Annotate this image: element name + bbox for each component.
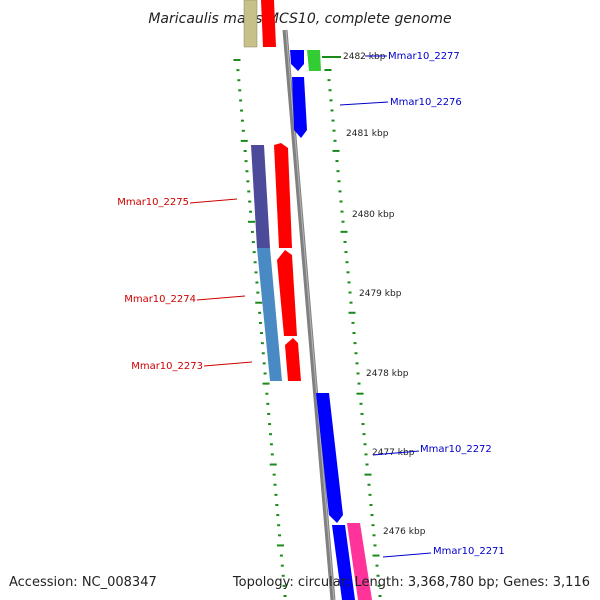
gene-label-mmar10-2277: Mmar10_2277 [388, 51, 460, 62]
tick-label: 2482 kbp [343, 52, 386, 62]
cog-track [243, 0, 372, 600]
cds-top-red [261, 0, 276, 47]
gene-label-mmar10-2273: Mmar10_2273 [131, 361, 203, 372]
cds-mmar10-2277 [290, 50, 304, 71]
gene-label-mmar10-2271: Mmar10_2271 [433, 546, 505, 557]
gene-label-mmar10-2275: Mmar10_2275 [117, 197, 189, 208]
cog-block-mmar10-2274-2273 [257, 248, 282, 381]
cog-block-mmar10-2277 [307, 50, 321, 71]
tick-label: 2478 kbp [366, 369, 409, 379]
genome-backbone [282, 29, 336, 600]
gene-labels: Mmar10_2277 Mmar10_2276 Mmar10_2275 Mmar… [117, 51, 505, 558]
cds-mmar10-2276 [292, 77, 307, 138]
cds-mmar10-2275 [274, 143, 292, 248]
inner-dotted-track [233, 59, 287, 597]
gene-leader-line [339, 101, 389, 106]
tick-label: 2481 kbp [346, 129, 389, 139]
cog-block-mmar10-2275 [251, 145, 270, 248]
genome-title: Maricaulis maris MCS10, complete genome [148, 11, 451, 27]
gene-leader-line [372, 450, 420, 456]
cds-mmar10-2272 [316, 393, 343, 523]
gene-label-mmar10-2276: Mmar10_2276 [390, 97, 462, 108]
gene-label-mmar10-2274: Mmar10_2274 [124, 294, 196, 305]
gene-label-mmar10-2272: Mmar10_2272 [420, 444, 492, 455]
tick-label: 2480 kbp [352, 210, 395, 220]
gene-leader-line [203, 361, 253, 367]
cog-block-top [243, 0, 258, 48]
tick-label: 2479 kbp [359, 289, 402, 299]
gene-leader-line [196, 295, 246, 301]
gene-leader-line [189, 198, 238, 204]
genome-summary-text: Topology: circular; Length: 3,368,780 bp… [232, 575, 590, 590]
tick-label: 2476 kbp [383, 527, 426, 537]
cog-block-mmar10-2271 [347, 523, 372, 600]
accession-text: Accession: NC_008347 [9, 575, 157, 590]
position-ticks: 2482 kbp 2481 kbp 2480 kbp 2479 kbp 2478… [322, 52, 426, 537]
cds-mmar10-2273 [285, 338, 301, 381]
cds-track [261, 0, 355, 600]
cds-mmar10-2274 [277, 250, 297, 336]
outer-dotted-track [324, 69, 382, 597]
cds-mmar10-2271 [332, 525, 355, 600]
gene-leader-line [382, 552, 432, 558]
